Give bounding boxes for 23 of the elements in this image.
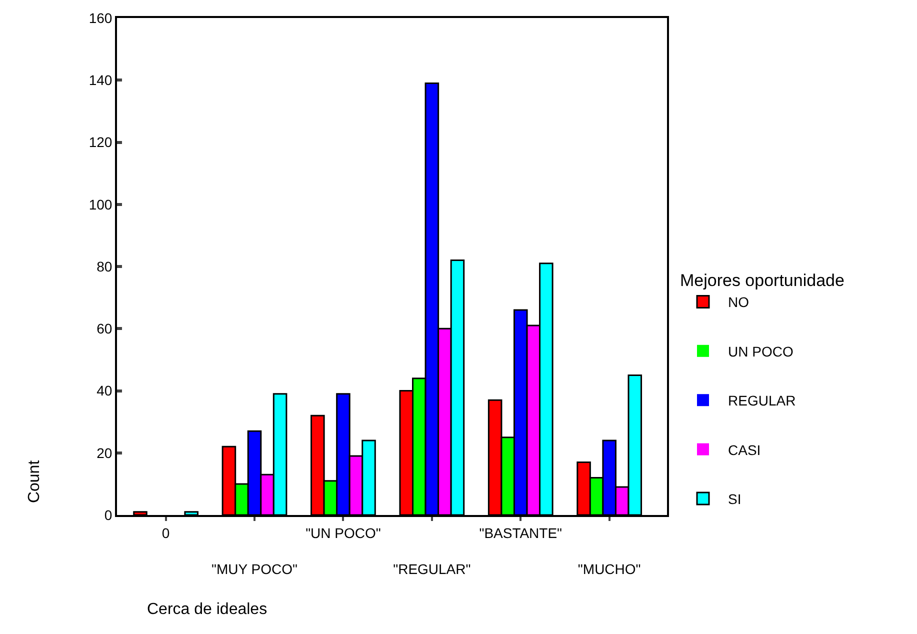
x-tick-label: "REGULAR" <box>393 561 471 578</box>
x-tick-label: "UN POCO" <box>306 524 381 541</box>
legend-label: CASI <box>728 442 761 458</box>
y-tick-label: 160 <box>88 10 112 26</box>
legend-label: NO <box>728 294 750 310</box>
y-tick-label: 120 <box>88 134 112 150</box>
x-tick-label: "BASTANTE" <box>479 524 562 541</box>
x-tick-label: "MUY POCO" <box>212 561 298 578</box>
legend-label: UN POCO <box>728 343 794 360</box>
x-tick-label: 0 <box>162 524 170 541</box>
legend-title: Mejores oportunidade <box>680 271 844 290</box>
y-tick-label: 0 <box>104 506 112 523</box>
x-axis-title: Cerca de ideales <box>147 601 268 618</box>
legend-label: SI <box>728 490 742 507</box>
y-tick-label: 40 <box>96 382 112 399</box>
x-tick-label: "MUCHO" <box>578 561 641 578</box>
legend-label: REGULAR <box>728 392 796 409</box>
y-axis-title: Count <box>26 460 43 504</box>
y-tick-label: 80 <box>96 258 112 274</box>
y-tick-label: 60 <box>96 320 112 337</box>
y-tick-label: 100 <box>88 196 112 212</box>
y-tick-label: 20 <box>96 444 112 461</box>
y-tick-label: 140 <box>88 72 112 88</box>
